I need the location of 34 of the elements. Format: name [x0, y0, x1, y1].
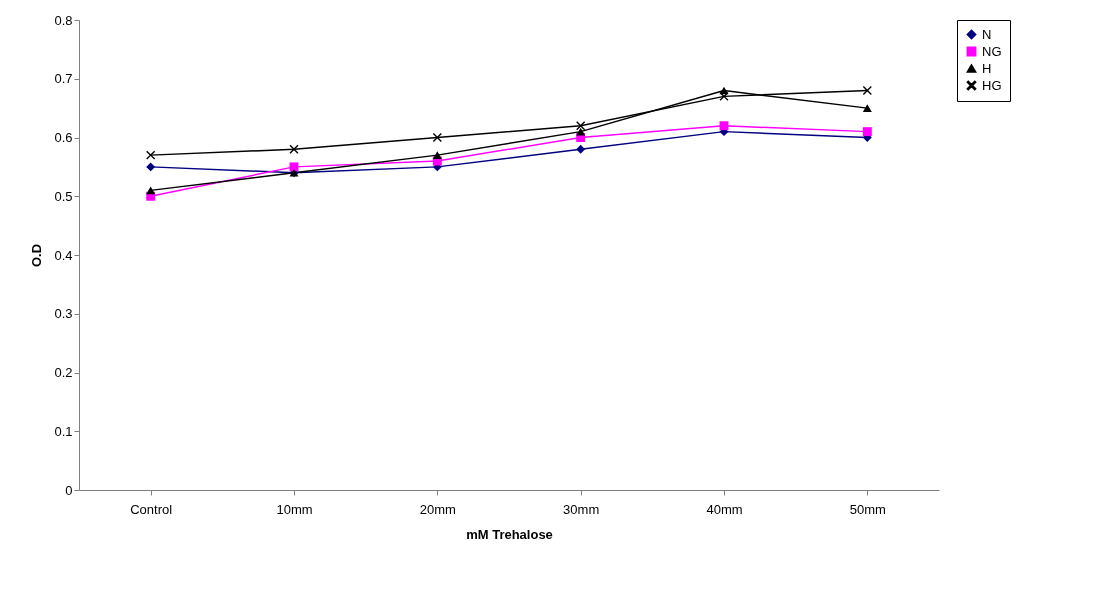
- point: [719, 121, 729, 131]
- x-axis-title: mM Trehalose: [466, 526, 553, 542]
- y-tick-label: 0.3: [54, 306, 73, 322]
- y-tick-label: 0.4: [54, 247, 73, 263]
- point: [146, 186, 156, 195]
- point: [576, 121, 586, 131]
- y-tick-label: 0.2: [54, 365, 73, 380]
- legend-label: N: [982, 26, 992, 42]
- x-tick-label: 50mm: [849, 501, 886, 517]
- y-tick-label: 0.8: [54, 12, 73, 28]
- y-tick-label: 0.1: [54, 423, 73, 439]
- point: [862, 104, 872, 112]
- point: [146, 162, 156, 172]
- x-tick-label: 10mm: [276, 501, 313, 517]
- x-tick-label: Control: [130, 501, 173, 517]
- point: [862, 86, 872, 95]
- point: [146, 150, 156, 160]
- y-tick-label: 0: [65, 482, 73, 498]
- x-tick-label: 40mm: [706, 501, 743, 517]
- point: [432, 133, 442, 142]
- x-tick-label: 20mm: [419, 501, 456, 517]
- legend-label: H: [982, 60, 992, 76]
- y-tick-label: 0.7: [54, 71, 73, 87]
- y-tick-label: 0.6: [54, 130, 73, 145]
- point: [576, 144, 586, 154]
- point: [719, 91, 729, 101]
- y-tick-label: 0.5: [54, 188, 73, 204]
- point: [289, 144, 299, 154]
- point: [432, 151, 442, 159]
- x-tick-label: 30mm: [563, 501, 600, 517]
- legend-label: HG: [982, 77, 1002, 93]
- legend-label: NG: [982, 43, 1002, 59]
- point: [862, 127, 872, 137]
- y-axis-title: O.D: [29, 243, 45, 268]
